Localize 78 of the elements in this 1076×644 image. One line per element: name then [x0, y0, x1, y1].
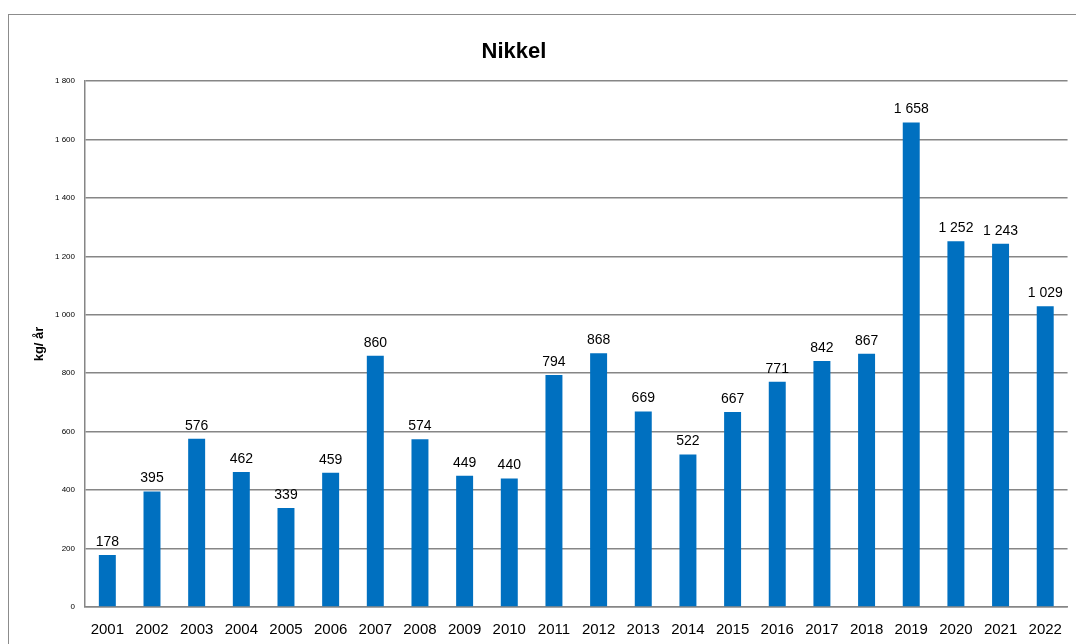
x-tick-label: 2004	[224, 620, 258, 638]
bar	[500, 478, 518, 607]
x-tick-label: 2020	[939, 620, 973, 638]
x-tick-label: 2012	[581, 620, 616, 638]
y-tick-label: 600	[61, 426, 76, 436]
bar	[277, 507, 295, 607]
data-label: 576	[184, 416, 209, 433]
bar	[992, 243, 1010, 607]
x-tick-label: 2005	[269, 620, 303, 638]
bar	[679, 454, 697, 607]
data-label: 860	[363, 333, 388, 350]
data-label: 669	[631, 389, 656, 406]
y-tick-label: 1 600	[54, 134, 76, 144]
bar	[143, 491, 161, 607]
bar	[813, 360, 831, 607]
bar	[98, 554, 116, 607]
bar	[232, 471, 250, 607]
data-label: 1 252	[938, 219, 974, 235]
data-label: 574	[408, 417, 432, 434]
x-tick-label: 2009	[447, 620, 482, 638]
x-tick-label: 2019	[894, 620, 928, 638]
bar	[456, 475, 474, 607]
data-label: 842	[810, 338, 834, 355]
x-tick-label: 2003	[179, 620, 214, 638]
data-label: 178	[95, 532, 120, 549]
y-axis-title: kg/ år	[31, 326, 47, 362]
data-label: 1 029	[1027, 284, 1063, 301]
x-tick-label: 2022	[1028, 620, 1062, 638]
x-tick-label: 2007	[358, 620, 392, 638]
data-label: 459	[318, 450, 343, 467]
y-tick-label: 1 000	[54, 309, 76, 319]
data-label: 339	[274, 485, 298, 502]
x-tick-label: 2013	[626, 620, 660, 638]
data-label: 522	[676, 432, 700, 449]
y-tick-label: 400	[61, 485, 76, 495]
bar	[411, 439, 429, 607]
y-tick-label: 800	[61, 368, 76, 378]
data-label: 794	[542, 352, 566, 369]
x-tick-label: 2011	[537, 620, 571, 638]
data-label: 771	[765, 359, 790, 376]
x-tick-label: 2016	[760, 620, 794, 638]
bar	[322, 472, 340, 607]
data-label: 1 658	[893, 100, 929, 117]
bar	[724, 412, 742, 607]
x-tick-label: 2021	[983, 620, 1018, 638]
data-label: 440	[497, 456, 522, 473]
y-tick-label: 1 800	[54, 76, 76, 86]
chart-title: Nikkel	[481, 38, 547, 64]
x-tick-label: 2018	[849, 620, 884, 638]
data-label: 868	[586, 331, 611, 348]
bar	[902, 122, 920, 607]
data-label: 1 243	[983, 221, 1019, 238]
bar	[545, 374, 563, 607]
bar	[1036, 306, 1054, 607]
y-tick-label: 0	[70, 602, 76, 612]
x-tick-label: 2008	[403, 620, 437, 638]
bar	[947, 241, 965, 607]
bar	[858, 353, 876, 607]
bar	[634, 411, 652, 607]
bar	[366, 355, 384, 607]
y-tick-label: 1 400	[54, 193, 76, 203]
data-label: 449	[452, 453, 477, 470]
data-label: 867	[854, 331, 879, 348]
data-label: 395	[140, 469, 164, 486]
y-tick-label: 200	[61, 543, 76, 553]
y-tick-label: 1 200	[54, 251, 76, 261]
x-tick-label: 2010	[492, 620, 526, 638]
bar	[768, 381, 786, 607]
data-label: 667	[720, 389, 745, 406]
bar	[188, 438, 206, 607]
bar	[590, 353, 608, 607]
x-tick-label: 2001	[90, 620, 125, 638]
x-tick-label: 2017	[805, 620, 839, 638]
data-label: 462	[229, 449, 254, 466]
x-tick-label: 2015	[715, 620, 750, 638]
x-tick-label: 2006	[313, 620, 348, 638]
x-tick-label: 2002	[135, 620, 169, 638]
x-tick-label: 2014	[671, 620, 705, 638]
